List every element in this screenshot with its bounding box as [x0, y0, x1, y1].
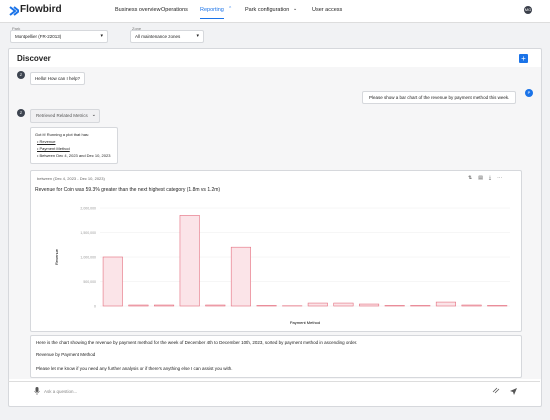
answer-box: Here is the chart showing the revenue by…	[30, 335, 522, 378]
y-tick-label: 1,500,000	[80, 231, 96, 235]
y-axis-label: Revenue	[54, 248, 59, 265]
plan-item: • Payment Method	[37, 146, 70, 151]
logo-icon	[9, 6, 19, 16]
nav-item[interactable]: Operations	[161, 7, 188, 13]
select-value: Montpellier (FR-22013)	[15, 34, 62, 39]
user-message: Please show a bar chart of the revenue b…	[362, 91, 517, 104]
logo: Flowbird	[20, 4, 62, 15]
nav-item-active[interactable]: Reporting	[200, 7, 224, 19]
y-tick-label: 500,000	[83, 280, 96, 284]
plan-item: • Between Dec 4, 2023 and Dec 10, 2023	[37, 153, 111, 158]
x-axis-label: Payment Method	[290, 320, 320, 325]
filter-label: Park	[12, 26, 21, 31]
bar-chart: Revenue Payment Method 0 500,000 1,000,000…	[54, 206, 510, 325]
bar	[179, 215, 200, 307]
plan-intro: Got it! Running a plot that has:	[35, 132, 90, 137]
chevron: ⌄	[91, 112, 96, 118]
y-tick-label: 1,000,000	[80, 255, 96, 259]
chevron: ▾	[196, 33, 199, 39]
plan-text: Between Dec 4, 2023 and Dec 10, 2023	[39, 153, 111, 158]
bar	[333, 302, 354, 307]
bot-avatar: Z	[17, 71, 25, 79]
answer-text: Please let me know if you need any furth…	[36, 366, 233, 371]
input-placeholder[interactable]: Ask a question...	[44, 389, 78, 394]
bar	[128, 304, 149, 307]
bar	[154, 304, 175, 307]
toggle-label: Retrieved Related Metrics	[36, 113, 88, 118]
user-avatar: P	[525, 89, 533, 97]
filter-label: Zone	[132, 26, 142, 31]
bot-avatar: Z	[17, 109, 25, 117]
bot-message: Hello! How can I help?	[30, 72, 86, 85]
divider	[8, 381, 540, 382]
plan-text: Revenue	[39, 139, 56, 144]
plan-item: • Revenue	[37, 139, 56, 144]
bar	[359, 303, 380, 307]
park-select[interactable]: Montpellier (FR-22013) ▾	[10, 30, 108, 43]
zone-select[interactable]: All maintenance zones ▾	[130, 30, 204, 43]
chevron: ⌄	[293, 6, 298, 12]
chart-range: between (Dec 4, 2023 - Dec 10, 2023)	[37, 176, 105, 181]
bar	[461, 304, 482, 307]
y-tick-label: 0	[94, 304, 96, 308]
answer-text: Here is the chart showing the revenue by…	[36, 340, 358, 345]
bar	[205, 304, 226, 307]
plan-text: Payment Method	[39, 146, 70, 151]
chart-tools[interactable]: ⇅▤⤓⋯	[468, 175, 509, 181]
nav-item[interactable]: Park configuration	[245, 7, 290, 13]
mic-icon[interactable]	[34, 387, 40, 395]
plan-box: Got it! Running a plot that has: • Reven…	[30, 127, 118, 164]
nav-item[interactable]: User access	[312, 7, 343, 13]
user-avatar[interactable]: MG	[524, 6, 532, 14]
y-tick-label: 2,000,000	[80, 206, 96, 210]
add-button[interactable]: +	[519, 54, 528, 63]
panel-title: Discover	[17, 54, 51, 63]
input-actions[interactable]	[492, 387, 518, 395]
chart-summary: Revenue for Coin was 59.3% greater than …	[35, 187, 221, 193]
chevron: ▾	[100, 33, 103, 39]
bar	[435, 301, 456, 307]
chevron: ⌃	[228, 6, 233, 12]
select-value: All maintenance zones	[135, 34, 181, 39]
bar	[230, 246, 251, 307]
answer-text: Revenue by Payment Method	[36, 352, 96, 357]
metrics-toggle[interactable]: Retrieved Related Metrics ⌄	[30, 109, 100, 123]
bar	[307, 302, 328, 307]
top-nav: Flowbird Business overview Operations Re…	[0, 0, 550, 23]
bar	[102, 256, 123, 307]
nav-item[interactable]: Business overview	[115, 7, 161, 13]
